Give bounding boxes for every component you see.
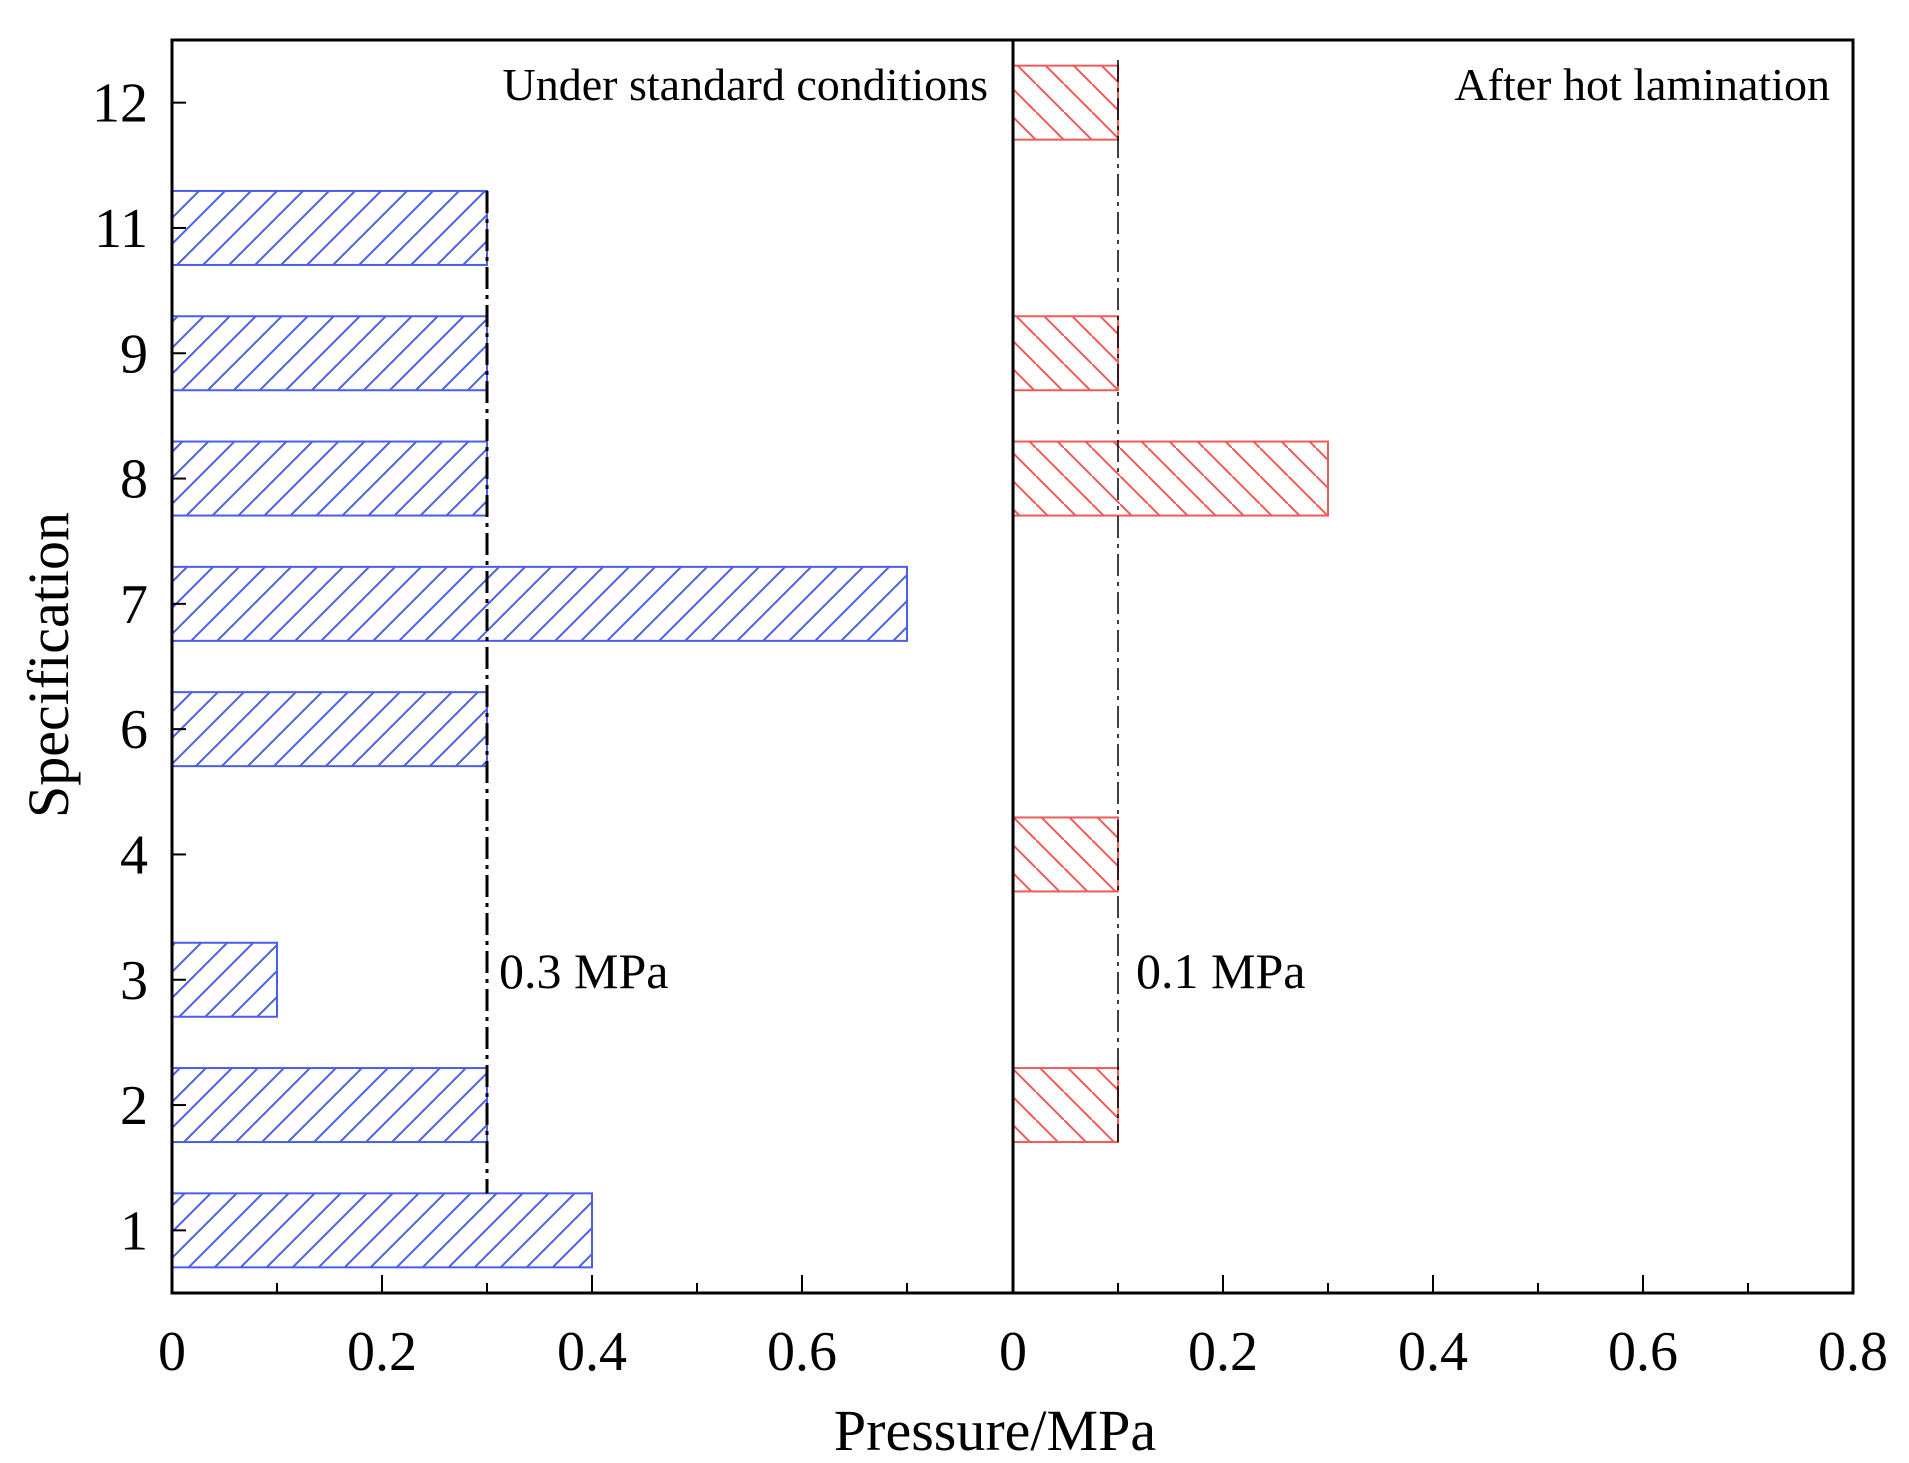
x-axis-title: Pressure/MPa [834,1398,1156,1463]
y-tick-label: 2 [120,1075,148,1137]
x-tick-label: 0.2 [1188,1321,1258,1383]
bar [1012,440,1329,517]
bar [171,189,488,266]
panel-title-right: After hot lamination [1454,59,1830,110]
labels-layer: Under standard conditions After hot lami… [16,59,1888,1463]
x-tick-label: 0.6 [1608,1321,1678,1383]
ticks-layer [171,101,1854,1293]
reference-line-label: 0.1 MPa [1136,943,1305,999]
y-tick-label: 3 [120,950,148,1012]
bar [171,941,278,1018]
x-tick-label: 0.2 [347,1321,417,1383]
bar [171,440,488,517]
x-tick-label: 0 [999,1321,1027,1383]
bar [171,1192,593,1269]
x-tick-label: 0 [158,1321,186,1383]
y-tick-label: 9 [120,323,148,385]
x-tick-label: 0.6 [767,1321,837,1383]
y-tick-label: 11 [94,198,148,260]
bar [171,691,488,768]
bars-layer [171,64,1329,1269]
bar [1012,64,1119,141]
bar [171,1067,488,1144]
y-tick-label: 7 [120,574,148,636]
reference-lines [485,60,1119,1194]
y-tick-label: 4 [120,824,148,886]
bar [171,315,488,392]
y-tick-label: 6 [120,699,148,761]
bar [1012,816,1119,893]
reference-line-label: 0.3 MPa [499,943,668,999]
bar [1012,315,1119,392]
y-tick-label: 1 [120,1200,148,1262]
bar [1012,1067,1119,1144]
y-tick-label: 8 [120,449,148,511]
y-axis-title: Specification [16,512,81,818]
y-tick-label: 12 [92,73,148,135]
x-tick-label: 0.8 [1818,1321,1888,1383]
x-tick-label: 0.4 [1398,1321,1468,1383]
panel-title-left: Under standard conditions [503,59,988,110]
x-tick-label: 0.4 [557,1321,627,1383]
bar [171,565,908,642]
